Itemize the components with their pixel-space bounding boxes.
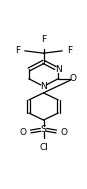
- Text: O: O: [70, 74, 77, 83]
- Text: F: F: [15, 46, 20, 55]
- Text: N: N: [40, 82, 47, 91]
- Text: N: N: [55, 65, 62, 74]
- Text: F: F: [67, 46, 72, 55]
- Text: Cl: Cl: [39, 143, 48, 152]
- Text: S: S: [41, 125, 46, 134]
- Text: F: F: [41, 36, 46, 44]
- Text: O: O: [20, 128, 27, 136]
- Text: O: O: [60, 128, 67, 136]
